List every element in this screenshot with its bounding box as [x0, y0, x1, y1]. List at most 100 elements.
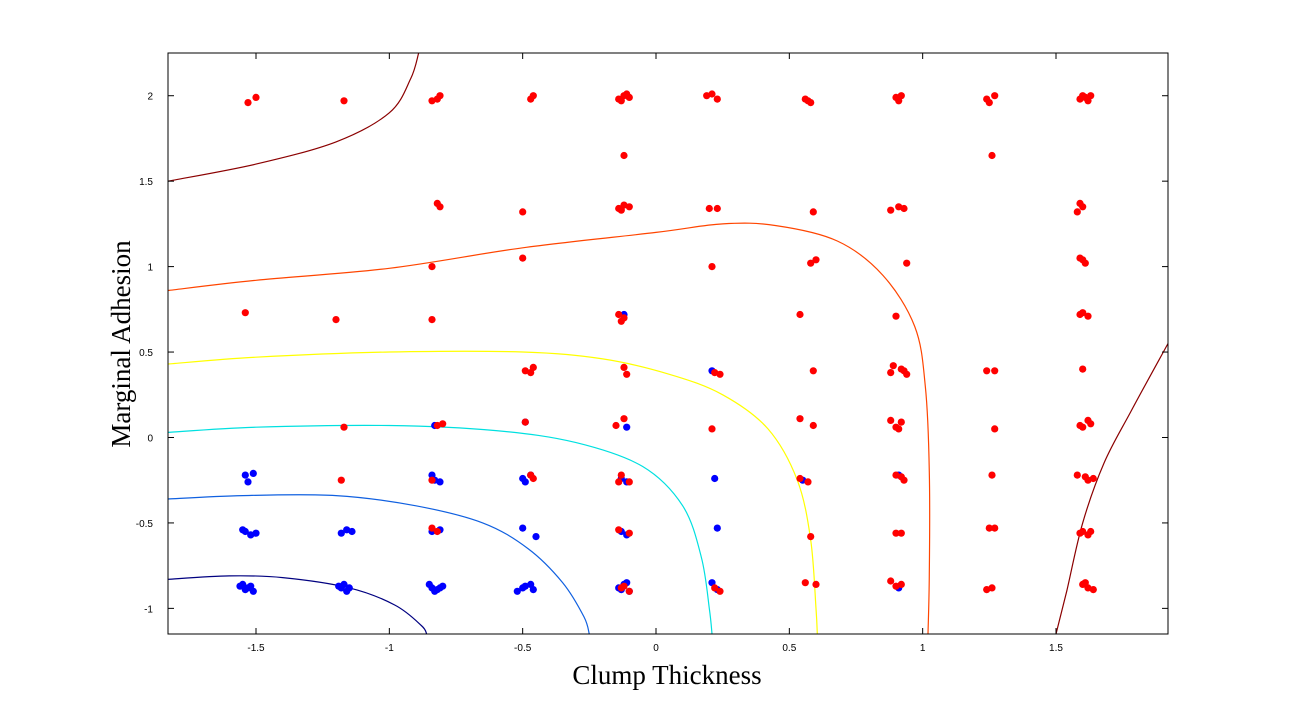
contour-line-3: [168, 222, 931, 634]
data-point: [620, 151, 628, 160]
data-point: [1087, 420, 1095, 428]
data-point: [900, 367, 908, 375]
data-point: [897, 473, 905, 481]
data-point: [519, 524, 527, 532]
data-point: [1084, 312, 1092, 320]
data-points: [236, 90, 1097, 595]
x-tick-label: 1.5: [1049, 643, 1063, 654]
data-point: [711, 584, 719, 592]
x-tick-label: 1: [920, 643, 926, 654]
data-point: [1076, 254, 1084, 262]
x-tick-label: -1.5: [247, 643, 265, 654]
data-point: [1089, 474, 1097, 483]
data-point: [337, 529, 345, 537]
data-point: [521, 478, 529, 486]
data-point: [425, 580, 433, 589]
data-point: [713, 524, 721, 532]
data-point: [527, 369, 535, 377]
data-point: [617, 584, 625, 592]
data-point: [532, 533, 540, 541]
data-point: [1079, 423, 1087, 431]
data-point: [796, 310, 804, 319]
data-point: [807, 533, 815, 541]
data-point: [620, 415, 628, 423]
x-axis-label: Clump Thickness: [572, 660, 761, 690]
data-point: [436, 584, 444, 592]
x-tick-label: 0.5: [782, 643, 796, 654]
y-tick-label: 1.5: [139, 177, 153, 188]
contour-line-6: [168, 494, 590, 634]
data-point: [519, 208, 527, 216]
data-point: [809, 208, 817, 216]
data-point: [428, 476, 436, 484]
data-point: [804, 478, 812, 486]
data-point: [991, 367, 999, 375]
data-point: [433, 527, 441, 536]
data-point: [991, 92, 999, 100]
data-point: [1079, 92, 1087, 100]
data-point: [529, 474, 537, 483]
data-point: [892, 582, 900, 590]
data-point: [241, 471, 249, 479]
data-point: [708, 263, 716, 271]
y-tick-label: 0: [147, 433, 153, 444]
data-point: [428, 263, 436, 271]
y-tick-label: -0.5: [136, 519, 154, 530]
data-point: [340, 580, 348, 589]
data-point: [889, 362, 897, 370]
data-point: [428, 316, 436, 324]
data-point: [345, 584, 353, 592]
x-tick-label: 0: [653, 643, 659, 654]
data-point: [1076, 529, 1084, 537]
data-point: [337, 476, 345, 484]
data-point: [252, 93, 260, 101]
data-point: [244, 478, 252, 486]
data-point: [620, 363, 628, 371]
data-point: [433, 95, 441, 103]
data-point: [513, 587, 521, 595]
data-point: [529, 92, 537, 100]
data-point: [903, 259, 911, 267]
data-point: [713, 204, 721, 213]
data-point: [892, 529, 900, 537]
data-point: [1089, 586, 1097, 594]
data-point: [887, 369, 895, 377]
data-point: [615, 526, 623, 534]
data-point: [615, 310, 623, 319]
data-point: [625, 203, 633, 211]
data-point: [244, 99, 252, 107]
data-point: [812, 580, 820, 589]
data-point: [249, 587, 257, 595]
data-point: [436, 203, 444, 211]
y-axis-label: Marginal Adhesion: [106, 240, 136, 448]
data-point: [617, 317, 625, 325]
contour-line-5: [168, 424, 713, 634]
data-point: [1073, 208, 1081, 216]
data-point: [433, 421, 441, 430]
data-point: [809, 421, 817, 430]
data-point: [897, 529, 905, 537]
y-tick-label: -1: [144, 604, 153, 615]
data-point: [521, 582, 529, 590]
data-point: [236, 582, 244, 590]
data-point: [1079, 365, 1087, 373]
data-point: [332, 316, 340, 324]
x-tick-label: -1: [385, 643, 394, 654]
data-point: [807, 99, 815, 107]
y-tick-label: 1: [147, 263, 153, 274]
data-point: [988, 151, 996, 160]
data-point: [617, 471, 625, 479]
data-point: [340, 423, 348, 431]
data-point: [252, 529, 260, 537]
data-point: [809, 367, 817, 375]
data-point: [708, 90, 716, 98]
contour-line-2: [1055, 343, 1168, 634]
data-point: [985, 524, 993, 532]
data-point: [991, 524, 999, 532]
data-point: [1076, 310, 1084, 319]
data-point: [983, 367, 991, 375]
data-point: [900, 204, 908, 213]
plot-area: [168, 53, 1168, 634]
data-point: [801, 579, 809, 587]
